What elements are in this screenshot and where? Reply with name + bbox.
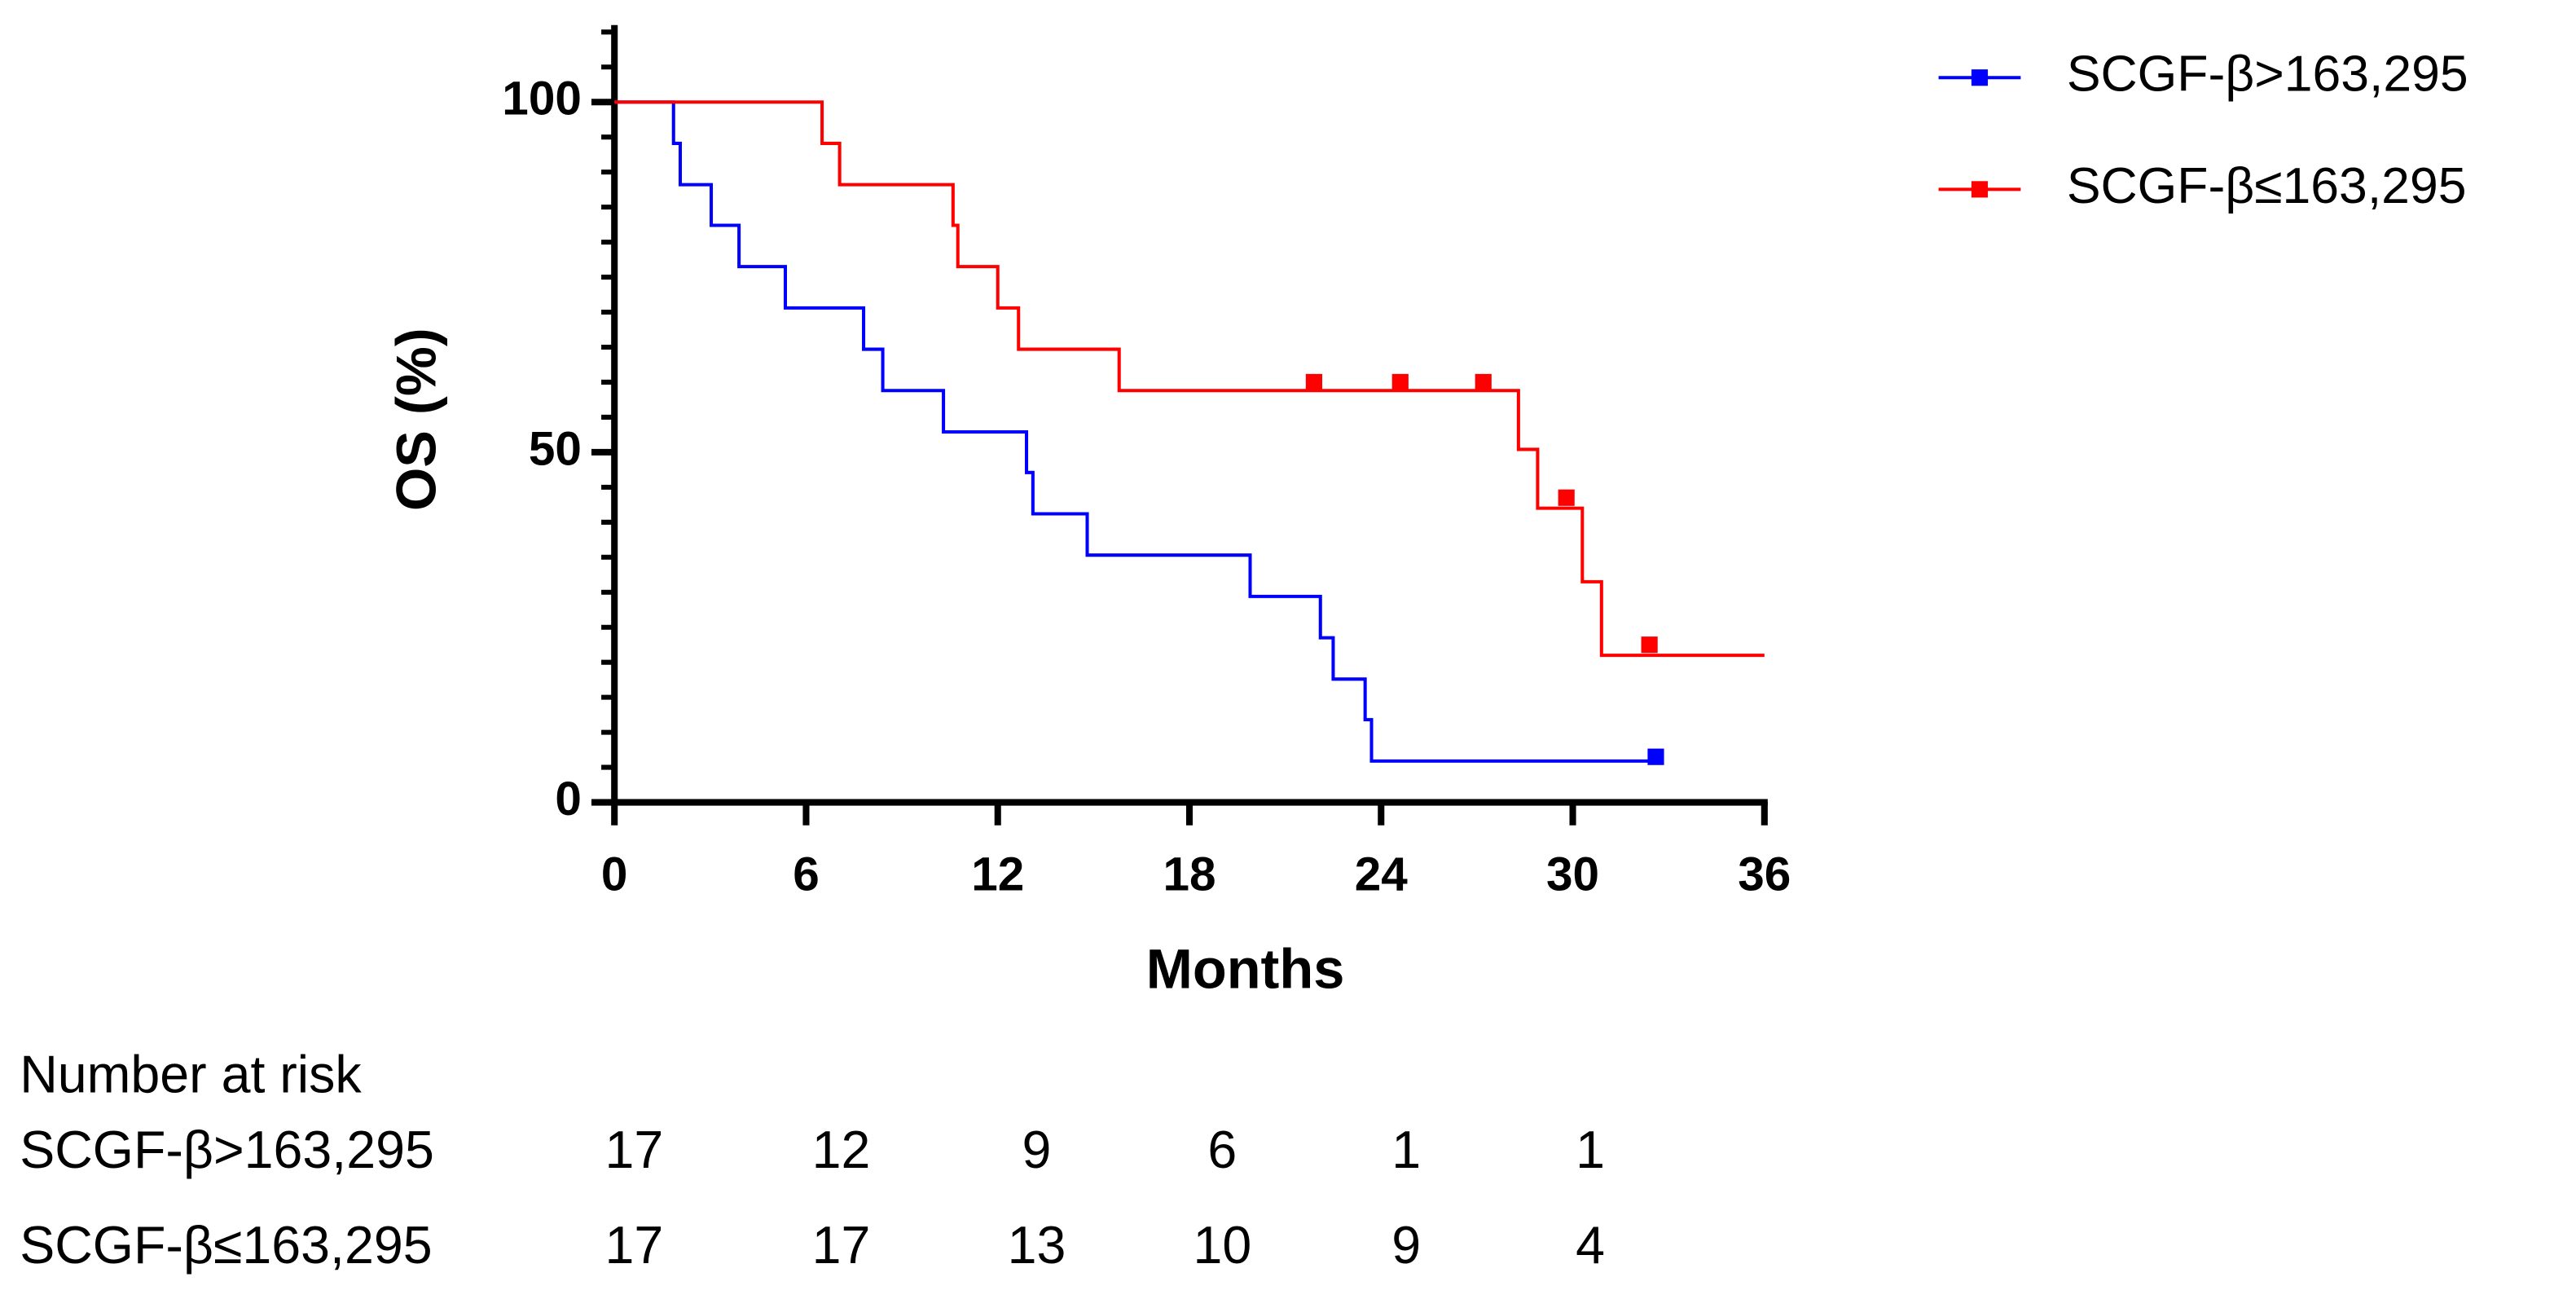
risk-value: 17 — [812, 1216, 871, 1275]
risk-value: 9 — [1022, 1121, 1052, 1179]
survival-curve — [614, 100, 1765, 658]
x-tick-label: 6 — [793, 848, 820, 901]
risk-value: 17 — [605, 1121, 664, 1179]
censor-mark — [1305, 373, 1323, 391]
legend-label: SCGF-β>163,295 — [2067, 46, 2468, 103]
x-tick-label: 36 — [1738, 848, 1791, 901]
x-tick-label: 12 — [971, 848, 1024, 901]
survival-curve — [614, 100, 1656, 763]
legend-marker — [1971, 181, 1989, 198]
censor-mark — [1391, 373, 1409, 391]
censor-mark — [1641, 636, 1658, 654]
risk-value: 6 — [1207, 1121, 1237, 1179]
x-axis-title: Months — [1146, 937, 1345, 1000]
risk-row-label: SCGF-β>163,295 — [20, 1121, 434, 1179]
risk-value: 17 — [605, 1216, 664, 1275]
risk-value: 1 — [1391, 1121, 1421, 1179]
censor-mark — [1475, 373, 1492, 391]
risk-value: 13 — [1008, 1216, 1066, 1275]
x-tick-label: 30 — [1546, 848, 1599, 901]
risk-value: 12 — [812, 1121, 871, 1179]
y-tick-label: 50 — [529, 422, 582, 475]
risk-table-title: Number at risk — [20, 1045, 362, 1103]
legend-label: SCGF-β≤163,295 — [2067, 157, 2467, 214]
y-tick-label: 100 — [502, 73, 582, 125]
censor-mark — [1558, 489, 1575, 506]
x-tick-label: 18 — [1163, 848, 1215, 901]
x-tick-label: 24 — [1355, 848, 1409, 901]
risk-value: 4 — [1576, 1216, 1605, 1275]
legend-marker — [1971, 69, 1989, 86]
risk-value: 1 — [1576, 1121, 1605, 1179]
y-axis-title: OS (%) — [385, 328, 447, 511]
censor-mark — [1647, 748, 1664, 765]
risk-value: 10 — [1193, 1216, 1251, 1275]
risk-value: 9 — [1391, 1216, 1421, 1275]
x-tick-label: 0 — [601, 848, 628, 901]
risk-row-label: SCGF-β≤163,295 — [20, 1216, 432, 1275]
y-tick-label: 0 — [555, 773, 582, 826]
